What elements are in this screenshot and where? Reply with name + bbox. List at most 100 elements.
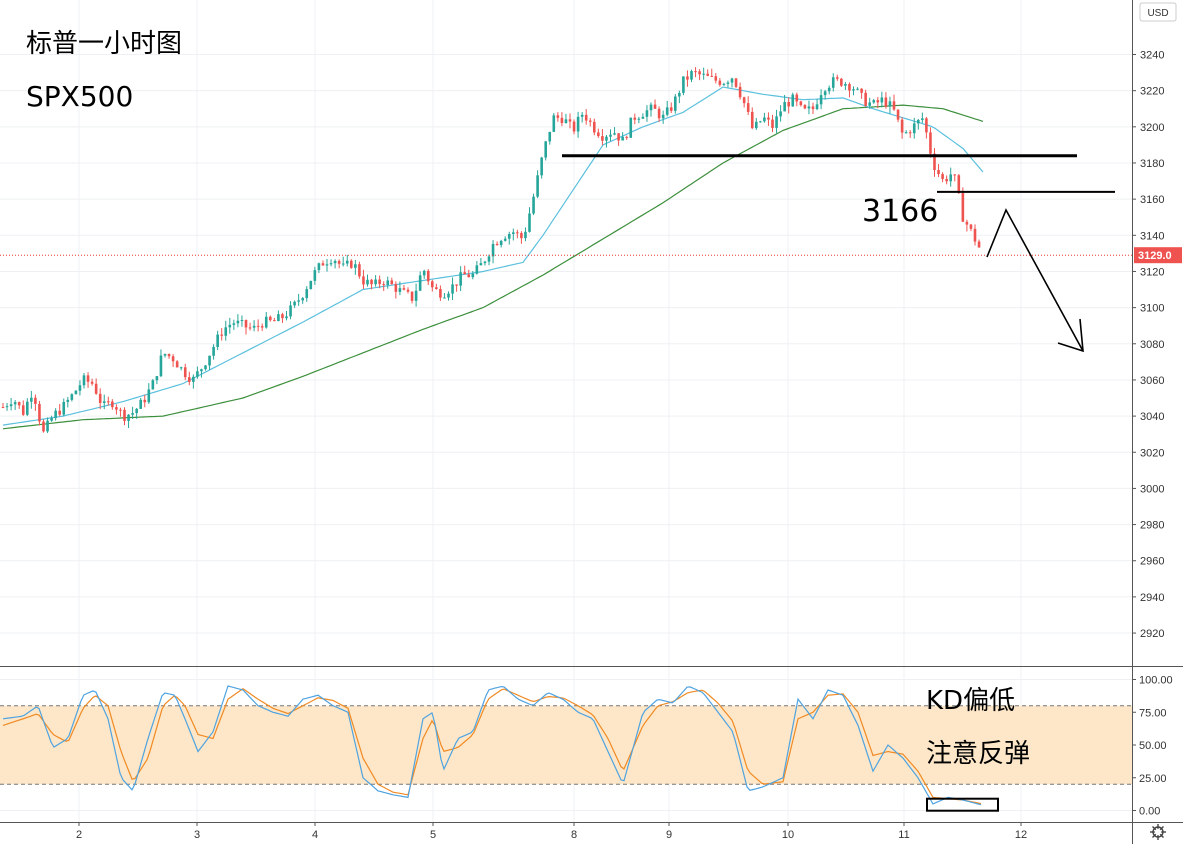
candle-body: [819, 95, 823, 105]
candle-body: [495, 243, 499, 246]
candle-body: [155, 376, 159, 381]
time-tick-label: 2: [76, 829, 82, 841]
candle-body: [483, 261, 487, 264]
candle-body: [277, 314, 280, 322]
candle-body: [593, 121, 596, 133]
currency-badge: USD: [1139, 2, 1177, 22]
candle-body: [378, 279, 381, 285]
candle-body: [325, 264, 329, 266]
price-tick-label: 3120: [1140, 266, 1164, 278]
candle-body: [665, 107, 669, 115]
candle-body: [208, 355, 211, 366]
candle-body: [512, 232, 515, 234]
candle-body: [892, 101, 896, 110]
price-tick-label: 3000: [1140, 483, 1164, 495]
candle-body: [698, 71, 701, 75]
price-tick-label: 3200: [1140, 122, 1164, 134]
candle-body: [451, 284, 454, 294]
candle-body: [293, 301, 296, 306]
candle-body: [337, 260, 341, 264]
gear-icon[interactable]: [1150, 824, 1166, 840]
kd-tick-label: 50.00: [1139, 740, 1167, 752]
kd-d-line: [2, 687, 982, 805]
candle-body: [900, 119, 904, 133]
candle-body: [350, 260, 353, 268]
candle-body: [528, 213, 531, 232]
candle-body: [410, 291, 414, 301]
candle-body: [686, 76, 689, 80]
candle-body: [196, 371, 199, 377]
candle-body: [297, 300, 300, 302]
time-tick-label: 3: [194, 829, 200, 841]
candle-body: [848, 84, 851, 91]
price-tick-label: 2920: [1140, 628, 1164, 640]
kd-tick-label: 25.00: [1139, 773, 1167, 785]
candle-body: [625, 136, 628, 138]
candle-body: [422, 270, 426, 276]
candle-body: [386, 280, 390, 285]
candle-body: [374, 279, 377, 285]
candle-body: [637, 118, 641, 120]
candle-body: [690, 71, 693, 80]
candle-body: [135, 408, 138, 414]
candle-body: [588, 120, 592, 122]
price-tick-label: 3220: [1140, 86, 1164, 98]
candle-body: [540, 157, 543, 176]
candle-body: [694, 71, 697, 73]
candle-body: [459, 272, 462, 286]
candle-body: [710, 75, 714, 77]
price-tick-label: 3160: [1140, 194, 1164, 206]
price-tick-label: 3040: [1140, 411, 1164, 423]
candle-body: [965, 221, 969, 225]
candle-body: [111, 401, 114, 408]
candle-body: [50, 418, 53, 421]
candle-body: [431, 281, 434, 288]
candle-body: [868, 102, 871, 106]
candle-body: [479, 263, 483, 266]
candle-body: [718, 80, 722, 85]
candle-body: [803, 105, 807, 109]
candle-body: [285, 316, 288, 319]
candle-body: [507, 233, 511, 239]
time-tick-label: 8: [571, 829, 577, 841]
candle-body: [714, 76, 718, 81]
candle-body: [921, 118, 924, 120]
last-price-tag: [1134, 247, 1182, 264]
candle-body: [503, 238, 507, 241]
candle-body: [884, 97, 888, 107]
candle-body: [609, 134, 612, 137]
price-tick-label: 3020: [1140, 447, 1164, 459]
candle-body: [200, 369, 203, 372]
time-tick-label: 11: [898, 829, 909, 841]
candle-body: [305, 289, 309, 299]
candle-body: [244, 320, 248, 328]
candle-body: [548, 131, 552, 142]
candle-body: [908, 132, 912, 134]
candle-body: [273, 320, 276, 322]
candle-body: [597, 132, 600, 137]
candle-body: [560, 117, 564, 124]
candle-body: [706, 73, 709, 76]
candle-body: [852, 89, 855, 91]
candle-body: [973, 228, 977, 242]
candle-body: [26, 401, 29, 415]
price-axis-bg: [1133, 0, 1183, 844]
candle-body: [34, 397, 37, 404]
candle-body: [333, 260, 337, 264]
price-tick-label: 3180: [1140, 158, 1164, 170]
kd-highlight-box: [926, 797, 999, 812]
candle-body: [645, 110, 649, 117]
candle-body: [66, 399, 70, 402]
candle-body: [775, 116, 778, 128]
candle-body: [633, 117, 637, 120]
candle-body: [933, 153, 936, 171]
ma-slow-line: [2, 104, 984, 430]
level-label: 3166: [862, 194, 938, 229]
candle-body: [269, 316, 272, 321]
candle-body: [240, 320, 244, 322]
last-price-tag-label: 3129.0: [1138, 250, 1172, 262]
candle-body: [394, 284, 398, 292]
candle-body: [252, 325, 256, 328]
price-tick-label: 3240: [1140, 50, 1164, 62]
candle-body: [175, 361, 179, 368]
